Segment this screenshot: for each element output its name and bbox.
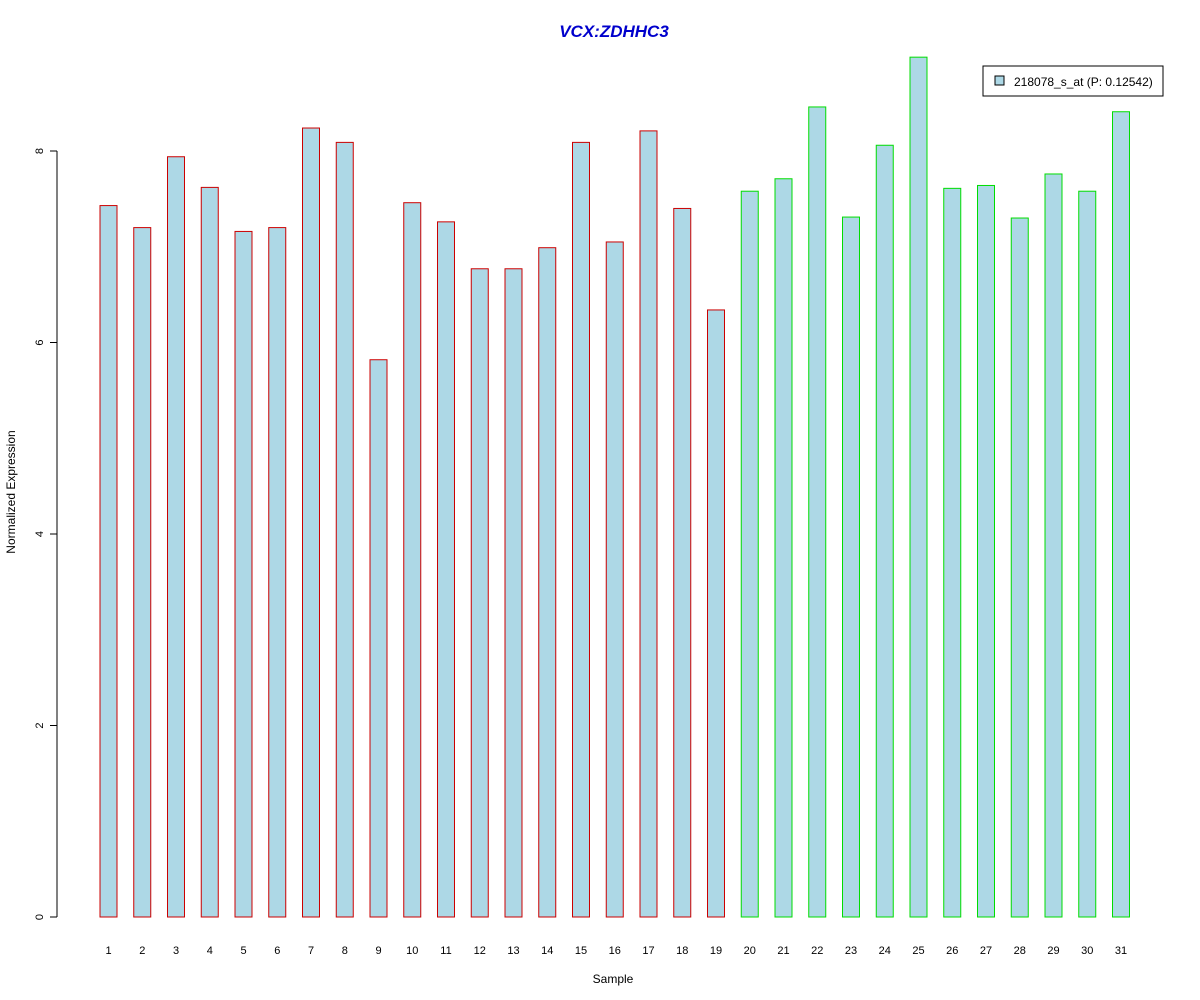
bar-sample-28: [1010, 217, 1029, 918]
x-tick-label: 2: [139, 945, 145, 957]
bar-sample-2: [133, 227, 152, 918]
bar-sample-18: [673, 207, 692, 918]
bar-sample-5: [234, 230, 253, 918]
x-tick-label: 29: [1047, 945, 1059, 957]
bar-sample-24: [875, 144, 894, 918]
x-tick-label: 20: [744, 945, 756, 957]
x-tick-label: 14: [541, 945, 553, 957]
x-tick-labels: 1 2 3 4 5 6 7 8 9 10 11 12 13 14 15 16 17 18 19 20 21 22 23 24 2…: [105, 945, 1127, 957]
x-tick-label: 6: [274, 945, 280, 957]
y-tick-label: 4: [34, 531, 46, 537]
x-tick-label: 16: [609, 945, 621, 957]
x-tick-label: 4: [207, 945, 213, 957]
bar-sample-6: [268, 227, 287, 918]
bar-sample-25: [909, 56, 928, 918]
x-tick-label: 22: [811, 945, 823, 957]
x-tick-label: 30: [1081, 945, 1093, 957]
x-tick-label: 3: [173, 945, 179, 957]
x-tick-label: 21: [777, 945, 789, 957]
bar-sample-12: [470, 268, 489, 918]
bar-sample-13: [504, 268, 523, 918]
bar-sample-9: [369, 359, 388, 918]
y-tick-label: 2: [34, 722, 46, 728]
x-tick-label: 8: [342, 945, 348, 957]
legend: 218078_s_at (P: 0.12542): [982, 65, 1164, 97]
bar-sample-20: [740, 190, 759, 918]
bar-sample-3: [167, 156, 185, 918]
bar-sample-10: [403, 202, 422, 918]
x-tick-label: 9: [375, 945, 381, 957]
legend-swatch: [994, 75, 1005, 86]
bar-sample-31: [1112, 111, 1130, 918]
bar-sample-15: [572, 141, 590, 918]
bars-group: [99, 56, 1130, 918]
y-tick-label: 6: [34, 339, 46, 345]
x-tick-label: 12: [474, 945, 486, 957]
x-tick-label: 11: [440, 945, 451, 957]
x-tick-label: 26: [946, 945, 958, 957]
bar-sample-21: [774, 178, 793, 918]
x-tick-label: 5: [240, 945, 246, 957]
bar-sample-19: [707, 309, 725, 918]
x-tick-label: 13: [507, 945, 519, 957]
bar-sample-30: [1078, 190, 1097, 918]
x-tick-label: 25: [912, 945, 924, 957]
bar-sample-23: [842, 216, 860, 918]
legend-label: 218078_s_at (P: 0.12542): [1014, 75, 1153, 89]
bar-sample-14: [538, 247, 557, 918]
chart-title: VCX:ZDHHC3: [559, 22, 669, 41]
bar-sample-16: [605, 241, 624, 918]
bar-sample-22: [808, 106, 827, 918]
x-tick-label: 10: [406, 945, 418, 957]
bar-sample-7: [302, 127, 320, 918]
x-tick-label: 18: [676, 945, 688, 957]
bar-sample-1: [99, 205, 118, 918]
x-tick-label: 23: [845, 945, 857, 957]
bar-sample-11: [437, 221, 455, 918]
x-tick-label: 27: [980, 945, 992, 957]
bar-sample-27: [977, 184, 995, 918]
y-tick-label: 8: [34, 148, 46, 154]
x-tick-label: 17: [642, 945, 654, 957]
x-tick-label: 1: [105, 945, 111, 957]
bar-sample-8: [335, 141, 354, 918]
legend-box: [982, 65, 1164, 97]
x-tick-label: 31: [1115, 945, 1127, 957]
x-tick-label: 7: [308, 945, 314, 957]
x-tick-label: 28: [1014, 945, 1026, 957]
bar-sample-26: [943, 187, 962, 918]
x-tick-label: 24: [879, 945, 891, 957]
y-axis-label: Normalized Expression: [4, 430, 18, 553]
y-tick-label: 0: [34, 914, 46, 920]
bar-sample-29: [1044, 173, 1063, 918]
y-axis: 0 2 4 6 8: [34, 148, 58, 920]
bar-sample-4: [200, 186, 219, 918]
x-tick-label: 15: [575, 945, 587, 957]
bar-sample-17: [639, 130, 658, 918]
x-tick-label: 19: [710, 945, 722, 957]
x-axis-label: Sample: [593, 972, 634, 986]
